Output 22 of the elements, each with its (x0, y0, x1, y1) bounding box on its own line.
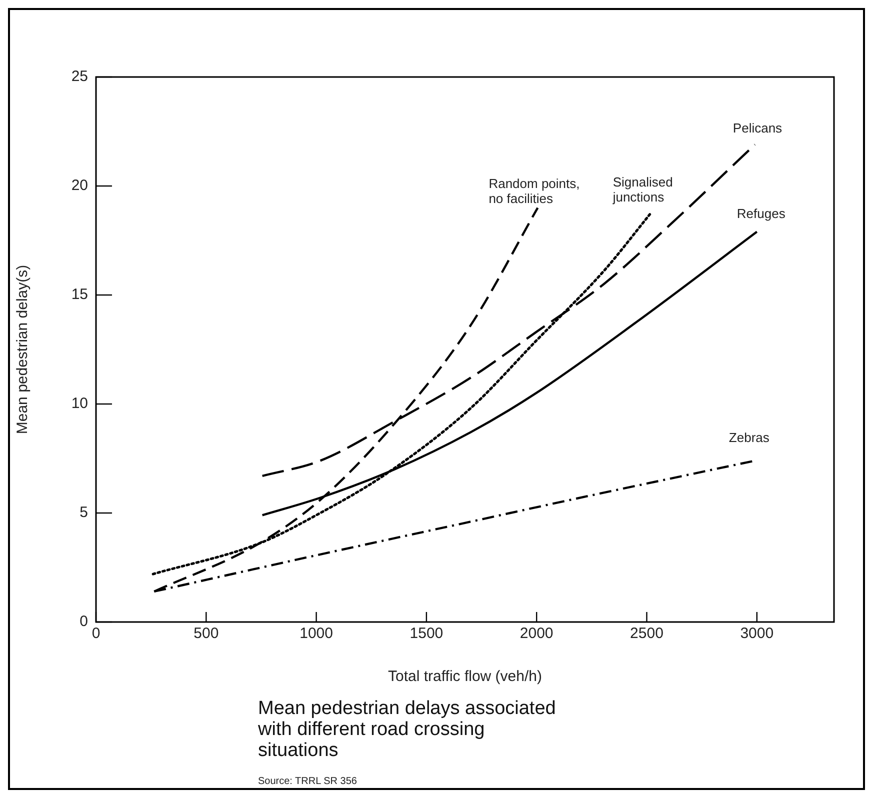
series-label: Zebras (728, 430, 770, 445)
y-tick-label: 25 (71, 68, 88, 86)
x-tick-label: 1500 (410, 625, 444, 642)
x-axis-title: Total traffic flow (veh/h) (388, 668, 542, 686)
y-tick-label: 15 (71, 286, 88, 304)
series-label: Random points, no facilities (488, 176, 580, 206)
series-label: Signalised junctions (612, 174, 673, 204)
source-note: Source: TRRL SR 356 (258, 776, 357, 787)
x-tick-label: 2000 (520, 625, 554, 642)
y-tick-label: 0 (80, 613, 88, 630)
x-tick-label: 0 (92, 625, 100, 642)
series-label: Refuges (736, 206, 786, 221)
x-tick-label: 500 (194, 625, 219, 642)
y-tick-label: 5 (80, 504, 88, 522)
x-tick-label: 3000 (740, 625, 774, 642)
series-label: Pelicans (732, 120, 783, 136)
y-tick-label: 10 (71, 395, 88, 412)
x-tick-label: 2500 (630, 625, 664, 642)
y-tick-label: 20 (71, 177, 88, 194)
text: Mean pedestrian delays associated with different road crossing situations (258, 698, 557, 761)
x-tick-label: 1000 (300, 625, 333, 642)
y-axis-title: Mean pedestrian delay(s) (14, 264, 32, 434)
